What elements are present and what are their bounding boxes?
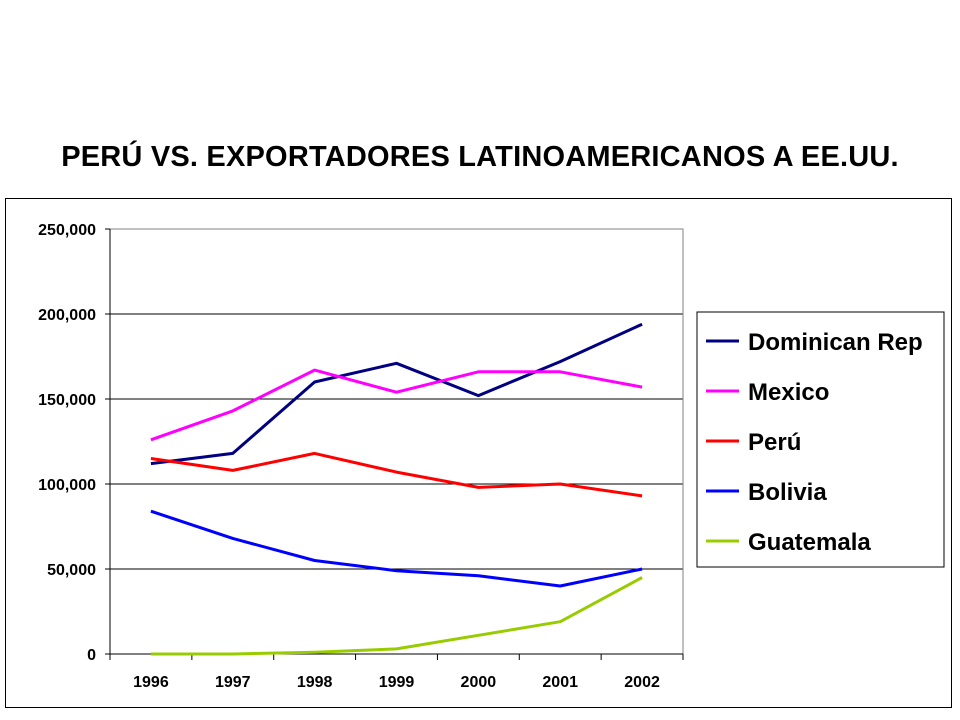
chart-frame bbox=[5, 198, 952, 708]
series-line-guatemala bbox=[150, 576, 643, 656]
x-axis-ticks: 1996 1997 1998 1999 2000 2001 2002 bbox=[109, 654, 684, 691]
y-axis-ticks: 0 50,000 100,000 150,000 200,000 250,000 bbox=[38, 222, 110, 664]
legend-label-bolivia: Bolivia bbox=[748, 479, 827, 506]
x-tick-label: 1996 bbox=[133, 674, 169, 691]
x-tick-label: 1999 bbox=[379, 674, 415, 691]
series-line-peru bbox=[150, 451, 643, 498]
chart-title: PERÚ VS. EXPORTADORES LATINOAMERICANOS A… bbox=[61, 141, 899, 173]
y-tick-label: 100,000 bbox=[38, 477, 96, 494]
series-line-mexico bbox=[150, 368, 643, 442]
series-line-dominican-rep bbox=[150, 322, 643, 466]
legend-label-dominican-rep: Dominican Rep bbox=[748, 329, 923, 356]
legend-label-guatemala: Guatemala bbox=[748, 529, 871, 556]
axes bbox=[109, 229, 683, 655]
series-line-bolivia bbox=[150, 509, 643, 588]
x-tick-label: 1998 bbox=[297, 674, 333, 691]
y-tick-label: 200,000 bbox=[38, 307, 96, 324]
y-tick-label: 0 bbox=[87, 647, 96, 664]
legend: Dominican Rep Mexico Perú Bolivia Guatemala bbox=[696, 311, 945, 568]
x-tick-label: 2001 bbox=[542, 674, 578, 691]
gridlines bbox=[110, 228, 683, 570]
plot-area bbox=[109, 228, 684, 655]
x-tick-label: 1997 bbox=[215, 674, 251, 691]
x-tick-label: 2002 bbox=[624, 674, 660, 691]
legend-label-peru: Perú bbox=[748, 429, 801, 456]
x-tick-label: 2000 bbox=[461, 674, 497, 691]
y-tick-label: 50,000 bbox=[47, 562, 96, 579]
y-tick-label: 150,000 bbox=[38, 392, 96, 409]
legend-label-mexico: Mexico bbox=[748, 379, 829, 406]
y-tick-label: 250,000 bbox=[38, 222, 96, 239]
series-lines bbox=[150, 322, 643, 656]
